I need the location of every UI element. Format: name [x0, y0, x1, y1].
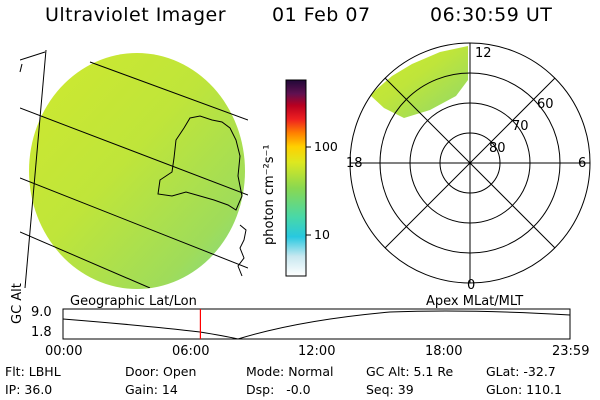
colorbar-label-10: 10 [314, 227, 330, 242]
lat-grid-line [20, 51, 46, 61]
colorbar-unit-label: photon cm⁻²s⁻¹ [262, 144, 277, 245]
polar-label-6: 6 [578, 156, 587, 171]
colorbar-label-100: 100 [314, 139, 338, 154]
lat-grid-line [20, 231, 151, 288]
timeline-xtick: 00:00 [45, 344, 83, 359]
header-date: 01 Feb 07 [272, 4, 371, 26]
polar-label-12: 12 [475, 46, 492, 61]
status-seq: Seq: 39 [366, 382, 414, 397]
altitude-curve [62, 310, 571, 340]
polar-label-18: 18 [346, 156, 363, 171]
uv-earth-image [29, 53, 245, 289]
altitude-timeline [62, 308, 571, 340]
auroral-image-patch [370, 46, 468, 118]
app-title: Ultraviolet Imager [45, 4, 227, 26]
timeline-xtick: 12:00 [298, 344, 336, 359]
polar-plot [349, 42, 591, 284]
lon-grid-line [24, 50, 47, 288]
status-glon: GLon: 110.1 [486, 382, 562, 397]
edge-tick [19, 63, 23, 73]
header-time: 06:30:59 UT [430, 4, 553, 26]
status-door: Door: Open [125, 364, 197, 379]
lat-grid-line [89, 61, 248, 121]
polar-lat-70: 70 [512, 119, 529, 134]
geo-panel-label: Geographic Lat/Lon [70, 294, 197, 309]
timeline-xtick: 23:59 [552, 344, 590, 359]
status-filter: Flt: LBHL [5, 364, 61, 379]
timeline-xtick: 18:00 [425, 344, 463, 359]
lat-grid-line [20, 107, 248, 196]
status-mode: Mode: Normal [246, 364, 334, 379]
polar-lat-60: 60 [537, 97, 554, 112]
coastline-fragment [237, 224, 247, 277]
polar-label-0: 0 [467, 278, 476, 293]
polar-panel-label: Apex MLat/MLT [426, 294, 524, 309]
geographic-image-panel [19, 50, 248, 289]
status-ip: IP: 36.0 [5, 382, 53, 397]
timeline-ylabel: GC Alt [10, 283, 25, 324]
timeline-ytick-min: 1.8 [31, 325, 52, 340]
timeline-xtick: 06:00 [172, 344, 210, 359]
polar-lat-80: 80 [489, 141, 506, 156]
color-bar [285, 79, 311, 277]
status-gc-alt: GC Alt: 5.1 Re [366, 364, 454, 379]
timeline-frame [62, 308, 571, 340]
status-dsp: Dsp: -0.0 [246, 382, 311, 397]
color-scale [285, 79, 307, 277]
timeline-ytick-max: 9.0 [31, 305, 52, 320]
coastline [157, 115, 243, 211]
lat-grid-line [20, 177, 248, 269]
mlt-diagonal [384, 77, 556, 249]
status-gain: Gain: 14 [125, 382, 178, 397]
status-glat: GLat: -32.7 [486, 364, 556, 379]
